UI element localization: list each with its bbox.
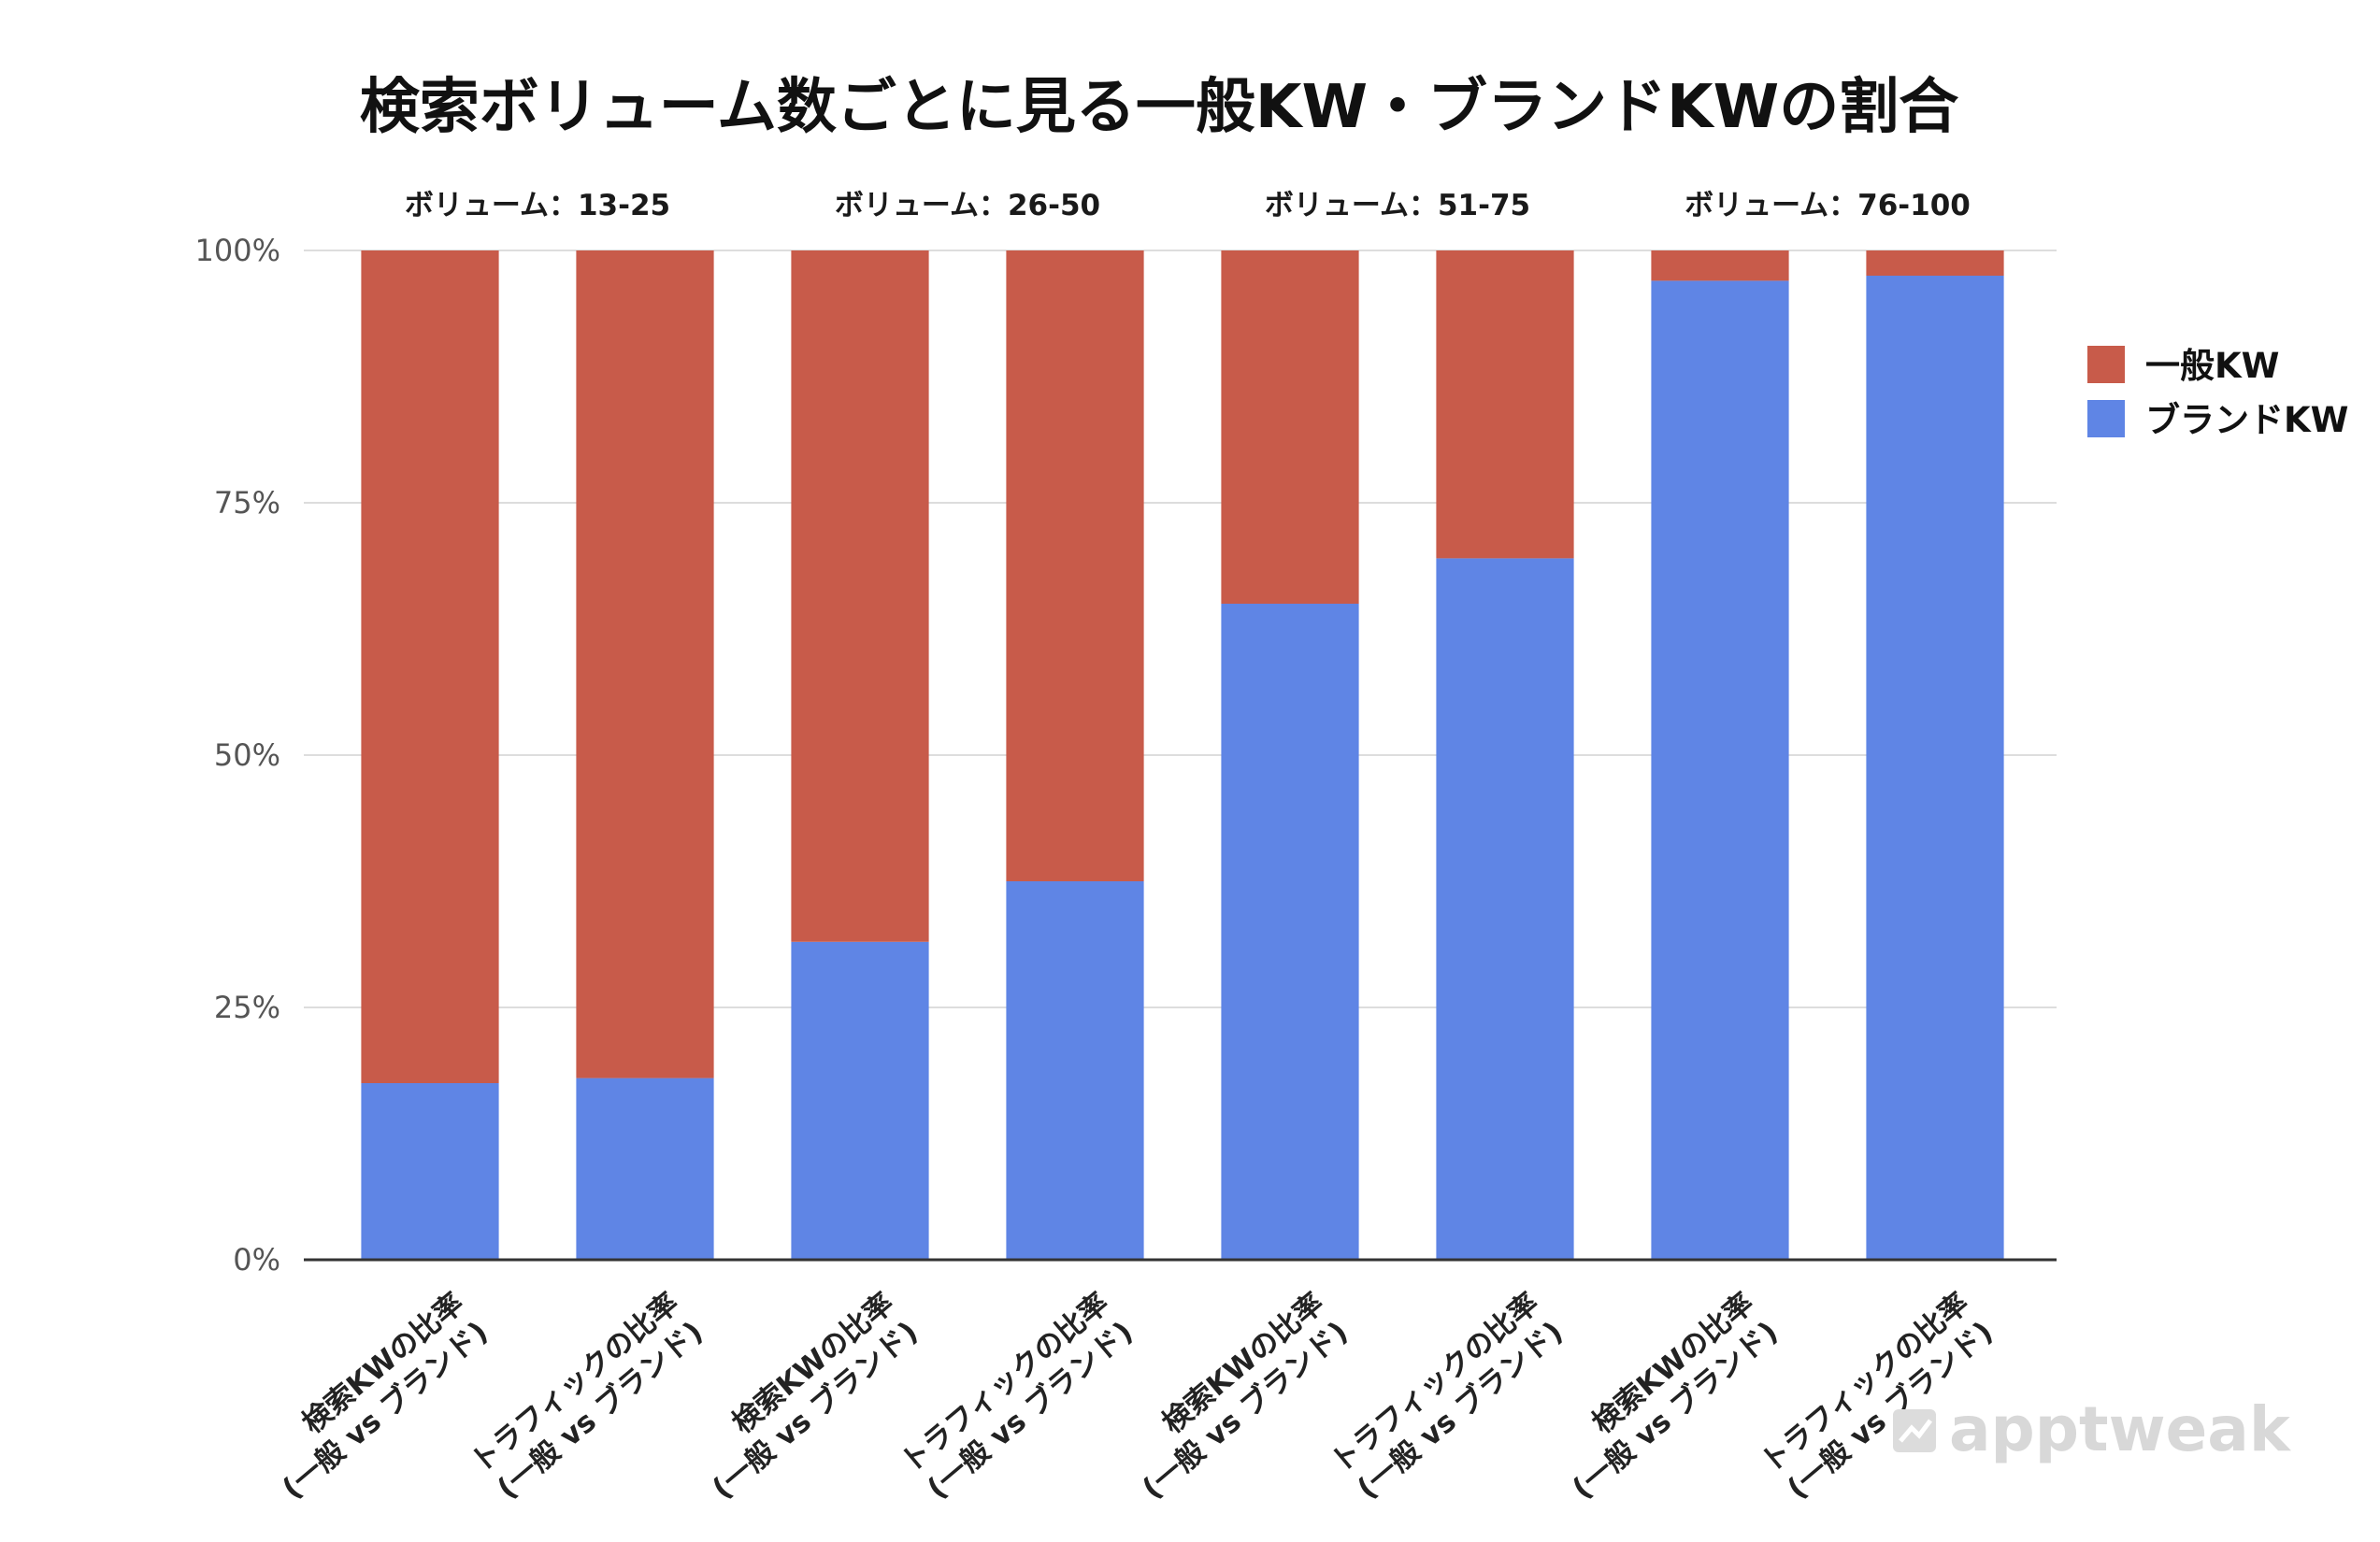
chart-title: 検索ボリューム数ごとに見る一般KW・ブランドKWの割合 (360, 73, 1958, 142)
x-tick-label: 検索KWの比率(一般 vs ブランド) (1566, 1287, 1784, 1506)
bars (361, 250, 2004, 1260)
bar-segment-brand (1436, 558, 1574, 1260)
y-tick-label: 50% (214, 737, 280, 773)
x-axis-labels: 検索KWの比率(一般 vs ブランド)トラフィックの比率(一般 vs ブランド)… (276, 1287, 1999, 1506)
x-tick-label: トラフィックの比率(一般 vs ブランド) (1325, 1287, 1570, 1506)
bar-segment-general (576, 250, 714, 1078)
bar-segment-brand (1651, 280, 1789, 1260)
x-tick-label: 検索KWの比率(一般 vs ブランド) (276, 1287, 494, 1506)
apptweak-logo-icon (1893, 1409, 1936, 1452)
bar-segment-brand (361, 1083, 499, 1260)
bar-segment-general (1651, 250, 1789, 281)
bar-segment-general (361, 250, 499, 1083)
watermark: apptweak (1893, 1393, 2292, 1465)
y-tick-label: 100% (195, 233, 280, 268)
x-tick-label: トラフィックの比率(一般 vs ブランド) (895, 1287, 1140, 1506)
y-axis-ticks: 0% 25% 50% 75% 100% (195, 233, 280, 1278)
x-tick-label: 検索KWの比率(一般 vs ブランド) (706, 1287, 924, 1506)
legend-swatch-general (2087, 346, 2125, 383)
bar-segment-brand (576, 1078, 714, 1260)
bar-segment-general (1436, 250, 1574, 559)
legend-label-brand: ブランドKW (2145, 400, 2348, 440)
x-tick-label: 検索KWの比率(一般 vs ブランド) (1136, 1287, 1354, 1506)
bar-segment-general (1006, 250, 1144, 881)
y-tick-label: 0% (233, 1242, 280, 1278)
y-tick-label: 75% (214, 485, 280, 521)
group-labels: ボリューム：13-25 ボリューム：26-50 ボリューム：51-75 ボリューム：7… (405, 189, 1971, 222)
legend-swatch-brand (2087, 400, 2125, 437)
group-label: ボリューム：51-75 (1265, 189, 1530, 222)
group-label: ボリューム：76-100 (1685, 189, 1971, 222)
bar-segment-brand (1006, 881, 1144, 1260)
bar-segment-brand (791, 941, 929, 1260)
bar-segment-general (791, 250, 929, 942)
gridlines (304, 250, 2057, 1008)
watermark-text: apptweak (1949, 1393, 2292, 1465)
group-label: ボリューム：13-25 (405, 189, 670, 222)
bar-segment-general (1221, 250, 1359, 604)
legend-label-general: 一般KW (2145, 346, 2279, 386)
x-tick-label: トラフィックの比率(一般 vs ブランド) (465, 1287, 710, 1506)
bar-segment-brand (1866, 276, 2004, 1260)
legend: 一般KW ブランドKW (2087, 346, 2348, 440)
bar-segment-general (1866, 250, 2004, 276)
y-tick-label: 25% (214, 990, 280, 1025)
group-label: ボリューム：26-50 (835, 189, 1100, 222)
bar-segment-brand (1221, 604, 1359, 1260)
